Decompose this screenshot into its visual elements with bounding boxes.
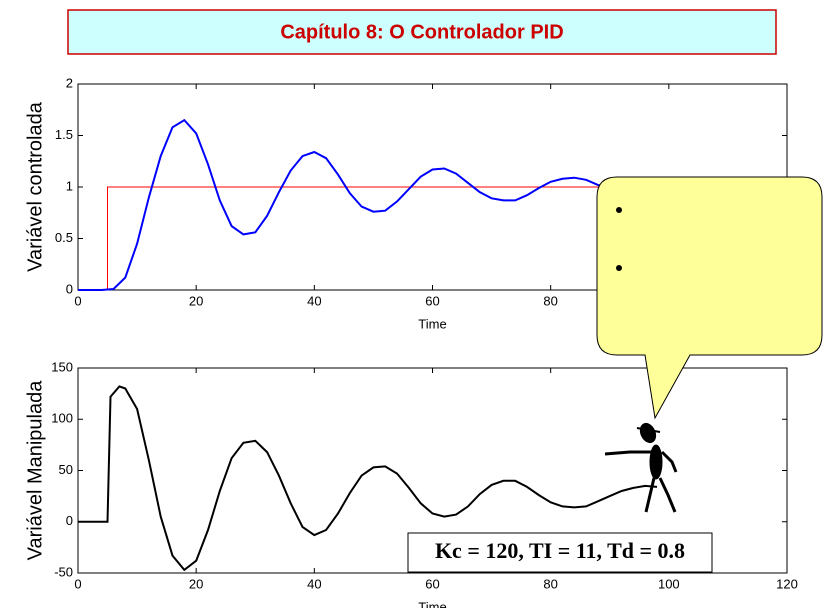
y-tick-label: 2	[66, 75, 73, 90]
y-tick-label: 100	[51, 411, 73, 426]
y-tick-label: 1.5	[55, 127, 73, 142]
annotation: Kc = 120, TI = 11, Td = 0.8	[435, 538, 685, 563]
y-axis-label: Variável controlada	[24, 101, 46, 272]
series-line	[78, 385, 658, 572]
bullet	[616, 265, 622, 271]
x-tick-label: 20	[189, 576, 203, 591]
overlay	[596, 176, 823, 513]
bullet	[616, 207, 622, 213]
title-box	[67, 9, 777, 55]
y-tick-label: 50	[59, 462, 73, 477]
x-tick-label: 40	[307, 576, 321, 591]
x-tick-label: 80	[543, 576, 557, 591]
stick-figure	[604, 422, 678, 513]
y-axis-label: Variável Manipulada	[24, 380, 46, 561]
x-axis-label: Time	[418, 599, 446, 608]
x-tick-label: 120	[776, 576, 798, 591]
x-tick-label: 40	[307, 293, 321, 308]
x-tick-label: 0	[74, 576, 81, 591]
x-tick-label: 60	[425, 293, 439, 308]
x-axis-label: Time	[418, 316, 446, 331]
x-tick-label: 0	[74, 293, 81, 308]
y-tick-label: 0	[66, 281, 73, 296]
x-tick-label: 100	[658, 576, 680, 591]
charts: 0 20 40 60 80 100 120 0 0.5 1 1.5 2 Time Variável con…	[24, 75, 798, 608]
y-tick-label: -50	[54, 564, 73, 579]
y-tick-label: 150	[51, 359, 73, 374]
y-tick-label: 1	[66, 178, 73, 193]
slide-title: Capítulo 8: O Controlador PID	[280, 21, 563, 43]
x-tick-label: 60	[425, 576, 439, 591]
y-tick-label: 0.5	[55, 230, 73, 245]
annotation-box	[407, 532, 713, 573]
x-tick-label: 80	[543, 293, 557, 308]
y-tick-label: 0	[66, 513, 73, 528]
speech-bubble	[596, 176, 823, 420]
chart: 0 20 40 60 80 100 120-50050100150TimeVariável …	[24, 359, 798, 608]
x-tick-label: 20	[189, 293, 203, 308]
